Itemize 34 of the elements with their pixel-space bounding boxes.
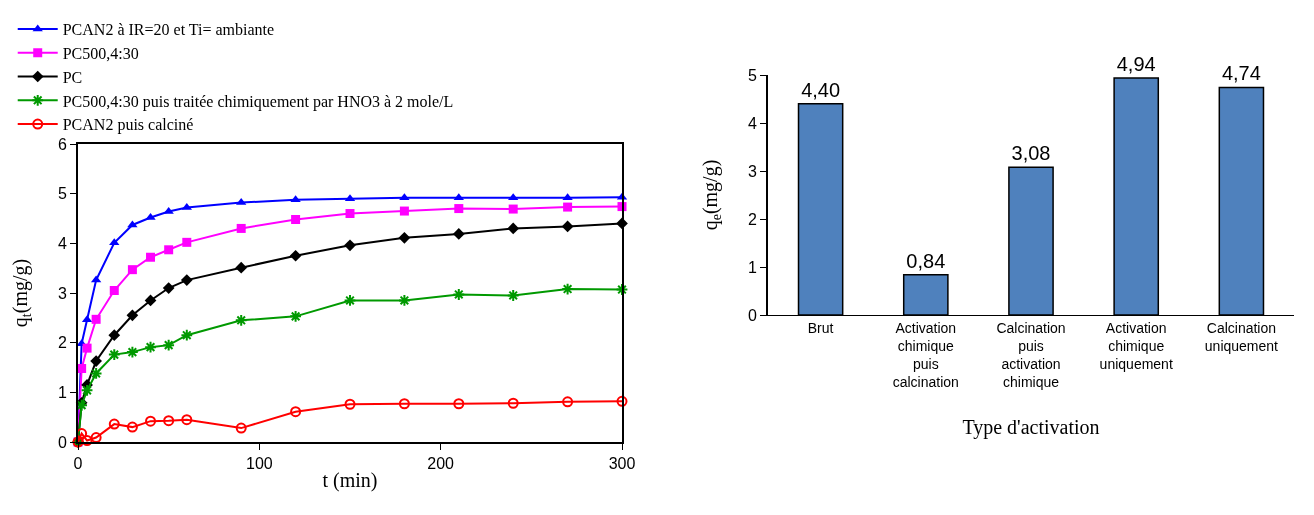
- x-tick-label: 100: [245, 455, 273, 473]
- y-tick-label: 6: [57, 135, 67, 153]
- y-tick-label: 0: [57, 433, 67, 451]
- data-label: 4,94: [1116, 52, 1156, 75]
- y-tick-label: 5: [57, 185, 67, 203]
- y-tick-label: 1: [57, 383, 67, 401]
- data-label: 4,74: [1221, 62, 1261, 85]
- x-tick-label: 0: [73, 455, 83, 473]
- legend-label: PC500,4:30: [62, 44, 139, 62]
- data-label: 4,40: [801, 78, 841, 101]
- y-tick-label: 1: [747, 258, 757, 276]
- y-tick-label: 3: [747, 162, 757, 180]
- data-label: 3,08: [1011, 142, 1051, 165]
- x-axis-title: t (min): [322, 469, 378, 493]
- y-tick-label: 2: [57, 334, 67, 352]
- legend-label: PC500,4:30 puis traitée chimiquement par HNO3 à 2 mole/L: [62, 92, 454, 111]
- x-tick-label: Activation chimique uniquement: [1099, 319, 1173, 373]
- x-tick-label: 200: [427, 455, 455, 473]
- y-tick-label: 4: [57, 234, 67, 252]
- y-tick-label: 5: [747, 66, 757, 84]
- legend-label: PCAN2 puis calciné: [62, 116, 194, 135]
- data-label: 0,84: [906, 249, 946, 272]
- x-tick-label: Calcination uniquement: [1204, 319, 1279, 354]
- x-tick-label: Activation chimique puis calcination: [892, 319, 959, 391]
- y-tick-label: 4: [747, 114, 757, 132]
- x-tick-label: Brut: [807, 319, 834, 336]
- legend-label: PCAN2 à IR=20 et Ti= ambiante: [62, 21, 275, 39]
- x-tick-label: Calcination puis activation chimique: [996, 319, 1066, 391]
- y-tick-label: 3: [57, 284, 67, 302]
- x-axis-title: Type d'activation: [962, 415, 1100, 439]
- x-tick-label: 300: [608, 455, 636, 473]
- legend-label: PC: [62, 68, 83, 86]
- y-tick-label: 0: [747, 306, 757, 324]
- y-tick-label: 2: [747, 210, 757, 228]
